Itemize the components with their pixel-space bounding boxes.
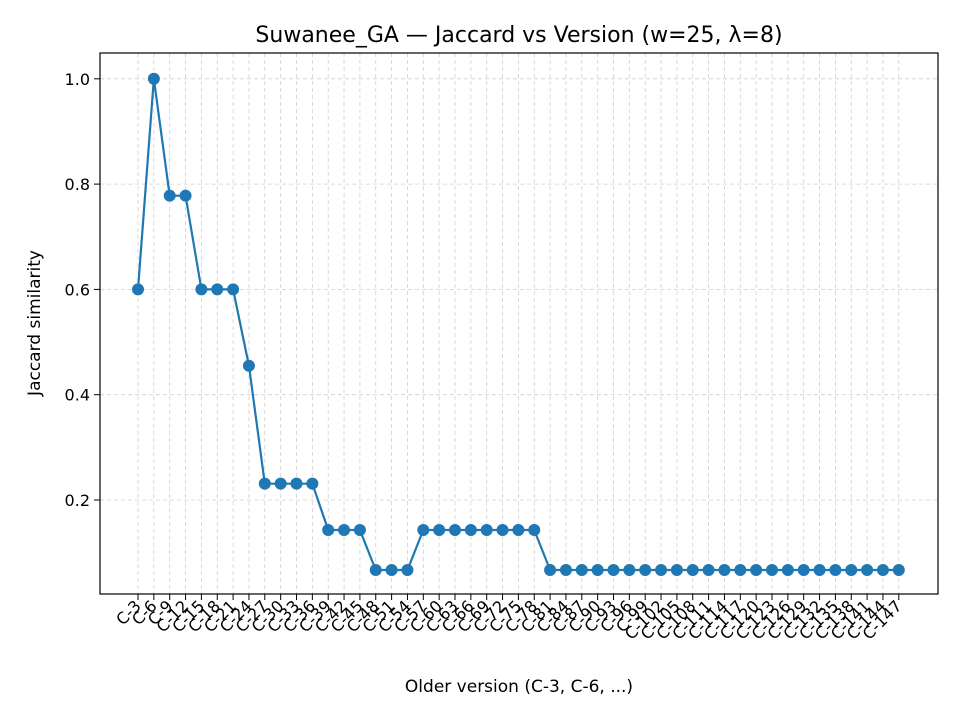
data-point <box>512 524 525 537</box>
data-point <box>211 283 224 296</box>
data-point <box>718 564 731 577</box>
data-point <box>417 524 430 537</box>
data-point <box>163 189 176 202</box>
chart-title: Suwanee_GA — Jaccard vs Version (w=25, λ… <box>255 23 782 48</box>
y-tick-label: 0.8 <box>65 175 90 194</box>
data-point <box>258 477 271 490</box>
y-tick-label: 1.0 <box>65 70 90 89</box>
data-point <box>528 524 541 537</box>
plot-frame <box>99 52 939 595</box>
data-point <box>750 564 763 577</box>
data-point <box>670 564 683 577</box>
series-line <box>132 72 905 577</box>
data-point <box>861 564 874 577</box>
data-point <box>496 524 509 537</box>
data-point <box>353 524 366 537</box>
data-point <box>449 524 461 537</box>
data-point <box>290 477 303 490</box>
y-tick-label: 0.4 <box>65 386 90 405</box>
y-axis-label: Jaccard similarity <box>25 250 45 397</box>
data-point <box>195 283 208 296</box>
data-point <box>686 564 699 577</box>
grid <box>100 53 938 594</box>
y-axis: 0.2 0.4 0.6 0.8 1.0 <box>65 70 100 510</box>
data-point <box>702 564 715 577</box>
data-point <box>766 564 778 577</box>
y-tick-label: 0.2 <box>65 491 90 510</box>
data-point <box>480 524 493 537</box>
data-point <box>338 524 351 537</box>
data-point <box>845 564 858 577</box>
data-point <box>559 564 572 577</box>
data-point <box>385 564 398 577</box>
data-point <box>892 564 905 577</box>
data-point <box>147 72 160 85</box>
data-point <box>306 477 319 490</box>
data-point <box>132 283 144 296</box>
x-axis-label: Older version (C-3, C-6, ...) <box>405 677 633 697</box>
data-point <box>433 524 446 537</box>
data-point <box>322 524 335 537</box>
data-point <box>813 564 826 577</box>
data-point <box>227 283 240 296</box>
data-point <box>401 564 414 577</box>
data-point <box>876 564 889 577</box>
data-point <box>829 564 842 577</box>
data-point <box>544 564 557 577</box>
data-point <box>655 564 668 577</box>
data-point <box>369 564 382 577</box>
data-point <box>464 524 477 537</box>
data-point <box>734 564 747 577</box>
data-point <box>274 477 287 490</box>
data-point <box>607 564 620 577</box>
data-point <box>591 564 604 577</box>
data-point <box>623 564 636 577</box>
data-point <box>242 359 255 372</box>
data-point <box>575 564 588 577</box>
y-tick-label: 0.6 <box>65 280 90 299</box>
data-point <box>179 189 192 202</box>
data-point <box>797 564 810 577</box>
data-point <box>781 564 794 577</box>
data-point <box>639 564 652 577</box>
